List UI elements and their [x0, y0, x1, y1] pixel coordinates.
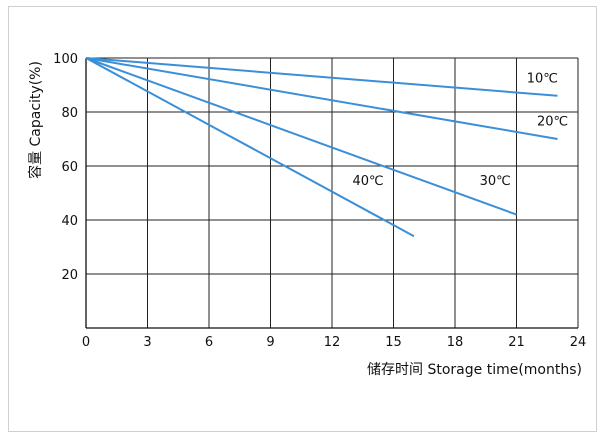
series-line-3 [85, 57, 415, 238]
x-tick-label: 0 [82, 335, 90, 350]
x-tick-label: 18 [447, 335, 464, 350]
chart-series-labels: 10℃ 20℃ 30℃ 40℃ [353, 71, 569, 189]
y-tick-label: 60 [61, 160, 78, 175]
x-tick-label: 9 [266, 335, 274, 350]
y-tick-label: 40 [61, 214, 78, 229]
chart-series [85, 57, 558, 238]
y-tick-label: 20 [61, 268, 78, 283]
chart-axes [85, 57, 578, 329]
x-tick-label: 12 [324, 335, 341, 350]
series-line-0 [85, 57, 558, 97]
chart-frame [8, 6, 597, 432]
y-axis-label: 容量 Capacity(%) [27, 61, 44, 179]
series-label-1: 20℃ [537, 115, 568, 130]
chart-ticks: 0 3 6 9 12 15 18 21 24 20 40 60 80 100 [53, 52, 586, 350]
series-label-0: 10℃ [527, 71, 558, 86]
x-tick-label: 15 [385, 335, 402, 350]
x-tick-label: 3 [143, 335, 151, 350]
x-tick-label: 24 [570, 335, 587, 350]
y-tick-label: 80 [61, 106, 78, 121]
series-label-2: 30℃ [480, 174, 511, 189]
y-tick-label: 100 [53, 52, 78, 67]
x-tick-label: 21 [508, 335, 525, 350]
x-axis-label: 储存时间 Storage time(months) [367, 362, 582, 378]
series-line-2 [85, 57, 517, 216]
series-line-1 [85, 57, 558, 140]
series-label-3: 40℃ [353, 174, 384, 189]
x-tick-label: 6 [205, 335, 213, 350]
